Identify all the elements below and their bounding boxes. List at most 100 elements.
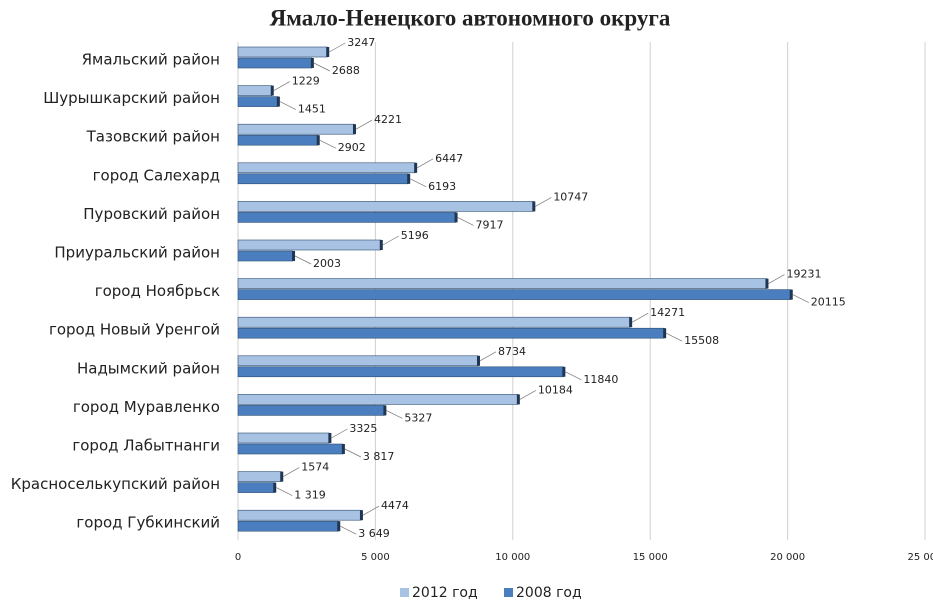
leader-line: [565, 371, 582, 381]
y-tick-label: город Салехард: [93, 166, 220, 184]
bar: [237, 134, 319, 146]
leader-line: [344, 448, 362, 458]
bar-edge: [352, 124, 356, 135]
bar-edge: [316, 135, 320, 146]
value-label: 10184: [538, 383, 573, 396]
leader-line: [319, 139, 336, 149]
x-tick-label: 0: [235, 552, 241, 563]
bar: [237, 366, 564, 378]
y-tick-label: Приуральский район: [54, 244, 220, 262]
value-label: 19231: [786, 268, 821, 281]
leader-line: [519, 390, 537, 400]
bar: [237, 96, 279, 107]
bar: [237, 471, 282, 482]
y-tick-label: город Новый Уренгой: [49, 321, 220, 339]
bar-edge: [326, 47, 330, 57]
leader-line: [792, 294, 809, 303]
value-label: 3 649: [358, 527, 390, 540]
y-tick-label: Тазовский район: [86, 128, 220, 146]
bar: [237, 278, 767, 289]
leader-line: [276, 487, 293, 496]
bar: [237, 520, 339, 532]
bar: [237, 405, 385, 416]
bar-edge: [407, 173, 411, 184]
value-label: 3 817: [363, 450, 395, 463]
bar-edge: [765, 278, 769, 289]
bar: [237, 212, 456, 223]
leader-line: [768, 274, 785, 284]
value-label: 8734: [498, 345, 526, 358]
legend-label: 2012 год: [412, 585, 478, 601]
leader-line: [329, 42, 346, 53]
y-tick-label: город Губкинский: [76, 514, 220, 532]
value-label: 10747: [553, 190, 588, 203]
value-label: 6193: [428, 180, 456, 193]
y-tick-label: город Лабытнанги: [72, 437, 220, 455]
chart-title: Ямало-Ненецкого автономного округа: [270, 5, 671, 30]
bar-edge: [310, 58, 314, 68]
bar: [237, 327, 665, 339]
bar-edge: [379, 240, 383, 250]
leader-line: [416, 158, 434, 169]
leader-line: [362, 505, 380, 516]
leader-line: [294, 255, 312, 265]
y-tick-label: город Ноябрьск: [95, 282, 220, 300]
bar-edge: [532, 201, 536, 212]
bar-edge: [276, 96, 280, 107]
value-label: 2003: [313, 257, 341, 270]
bar: [237, 250, 294, 262]
value-label: 1229: [292, 75, 320, 88]
x-tick-label: 5 000: [361, 552, 390, 563]
bar-edge: [383, 405, 387, 416]
bar-edge: [454, 212, 458, 223]
leader-line: [457, 217, 474, 226]
bar-edge: [280, 471, 284, 482]
bar: [237, 482, 275, 493]
bar: [237, 162, 416, 174]
leader-line: [382, 235, 399, 246]
bar-edge: [273, 482, 277, 493]
leader-line: [331, 428, 348, 439]
value-label: 14271: [650, 306, 685, 319]
bar-edge: [359, 510, 363, 521]
value-label: 5196: [401, 229, 429, 242]
bar: [237, 289, 792, 300]
value-label: 4474: [381, 499, 409, 512]
value-label: 5327: [404, 411, 432, 424]
leader-line: [386, 410, 403, 419]
bar: [237, 85, 273, 96]
leader-line: [479, 351, 497, 362]
leader-line: [340, 525, 357, 535]
leader-line: [355, 119, 373, 130]
value-label: 2902: [338, 141, 366, 154]
bar-edge: [663, 328, 667, 339]
value-label: 3325: [349, 422, 377, 435]
x-tick-label: 25 000: [908, 552, 933, 563]
bar: [237, 509, 362, 521]
bar: [237, 316, 631, 328]
value-label: 3247: [347, 36, 375, 49]
value-label: 20115: [811, 296, 846, 309]
leader-line: [410, 178, 427, 188]
bar-edge: [562, 366, 566, 377]
bar: [237, 173, 409, 185]
bar-edge: [516, 394, 520, 405]
bar-edge: [414, 162, 418, 173]
legend-swatch: [504, 588, 513, 597]
y-tick-label: Пуровский район: [83, 205, 220, 223]
bar: [237, 432, 330, 444]
value-label: 6447: [435, 152, 463, 165]
bar: [237, 57, 313, 69]
value-label: 2688: [332, 64, 360, 77]
bar: [237, 123, 355, 135]
bar-edge: [270, 85, 274, 96]
x-tick-label: 15 000: [633, 552, 668, 563]
bar: [237, 239, 382, 251]
y-tick-label: Надымский район: [77, 359, 220, 377]
bar: [237, 443, 344, 455]
value-label: 4221: [374, 113, 402, 126]
leader-line: [279, 101, 297, 110]
leader-line: [666, 332, 683, 342]
